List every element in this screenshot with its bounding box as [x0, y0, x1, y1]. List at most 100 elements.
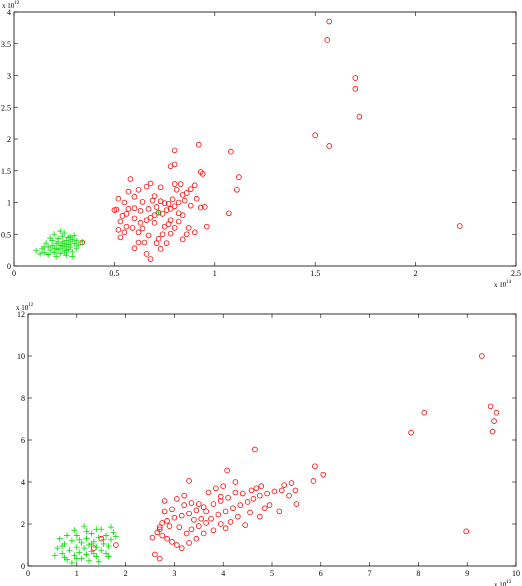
data-point-circle — [164, 518, 170, 524]
data-point-circle — [234, 187, 240, 193]
data-point-circle — [147, 256, 154, 262]
data-point-circle — [288, 480, 295, 486]
data-point-circle — [208, 515, 214, 522]
series-plus-markers — [51, 523, 119, 566]
data-point-circle — [236, 174, 242, 180]
data-point-circle — [276, 508, 283, 515]
data-point-plus — [59, 233, 66, 240]
data-point-circle — [352, 86, 359, 92]
x-tick-label: 0.5 — [109, 269, 119, 278]
x-tick-label: 9 — [465, 569, 469, 578]
data-point-circle — [156, 555, 163, 562]
data-point-circle — [174, 495, 180, 502]
data-point-circle — [123, 223, 130, 230]
data-point-plus — [83, 535, 90, 542]
data-point-circle — [117, 234, 124, 241]
data-point-plus — [105, 543, 112, 550]
data-point-plus — [41, 249, 48, 256]
x-tick-label: 4 — [221, 569, 225, 578]
data-point-circle — [252, 446, 258, 453]
data-point-circle — [491, 418, 497, 424]
data-point-circle — [135, 187, 142, 193]
data-point-circle — [143, 183, 150, 190]
y-tick-label: 3 — [7, 72, 11, 81]
data-point-circle — [220, 483, 227, 490]
data-point-circle — [230, 505, 236, 512]
data-point-plus — [76, 536, 83, 543]
data-point-circle — [225, 494, 231, 501]
data-point-circle — [153, 240, 160, 246]
y-tick-label: 8 — [21, 394, 25, 403]
data-point-circle — [196, 501, 202, 507]
data-point-circle — [178, 512, 185, 519]
data-point-circle — [154, 529, 161, 536]
data-point-plus — [67, 233, 74, 240]
data-point-circle — [155, 235, 162, 242]
data-point-plus — [45, 251, 52, 258]
data-point-plus — [73, 544, 80, 551]
x-tick-label: 6 — [319, 569, 323, 578]
data-point-plus — [71, 240, 78, 247]
data-point-circle — [141, 239, 148, 246]
data-point-circle — [463, 528, 470, 535]
data-point-plus — [95, 534, 102, 541]
data-point-circle — [171, 181, 178, 187]
data-point-plus — [88, 530, 95, 537]
data-point-plus — [59, 543, 66, 550]
data-point-circle — [121, 199, 128, 206]
data-point-circle — [127, 176, 134, 182]
data-point-circle — [193, 195, 200, 202]
data-point-circle — [167, 217, 174, 224]
data-point-plus — [64, 532, 71, 539]
data-point-circle — [200, 530, 207, 537]
data-point-circle — [139, 199, 146, 205]
data-point-plus — [76, 549, 83, 556]
data-point-circle — [244, 499, 251, 505]
data-point-circle — [169, 539, 175, 545]
data-point-circle — [157, 198, 164, 205]
data-point-circle — [210, 527, 217, 534]
data-point-circle — [171, 147, 178, 154]
y-tick-label: 0 — [21, 562, 25, 571]
data-point-circle — [135, 229, 142, 236]
data-point-plus — [63, 237, 70, 244]
data-point-circle — [131, 205, 138, 212]
x-tick-label: 5 — [270, 569, 274, 578]
data-point-plus — [83, 528, 90, 535]
data-point-circle — [164, 535, 170, 542]
data-point-plus — [66, 547, 73, 554]
data-point-circle — [196, 523, 202, 529]
data-point-circle — [278, 487, 285, 494]
data-point-circle — [261, 505, 268, 512]
data-point-circle — [242, 522, 248, 528]
data-point-circle — [247, 509, 253, 516]
data-point-circle — [115, 227, 122, 233]
plot-frame — [13, 11, 517, 267]
data-point-circle — [167, 206, 174, 212]
data-point-circle — [195, 141, 202, 148]
data-point-plus — [73, 245, 80, 252]
data-point-plus — [57, 250, 64, 257]
data-point-circle — [256, 492, 263, 499]
data-point-circle — [159, 231, 166, 238]
data-point-circle — [113, 542, 119, 548]
data-point-circle — [421, 409, 428, 416]
data-point-circle — [326, 18, 333, 25]
y-tick-label: 0 — [7, 262, 11, 271]
y-tick-label: 0.5 — [1, 230, 11, 239]
data-point-circle — [232, 489, 239, 496]
x-tick-label: 7 — [368, 569, 372, 578]
y-tick-label: 6 — [21, 436, 25, 445]
data-point-circle — [123, 211, 130, 217]
data-point-circle — [178, 545, 185, 551]
data-point-circle — [125, 206, 132, 212]
data-point-plus — [63, 247, 70, 254]
data-point-circle — [175, 210, 182, 217]
data-point-circle — [157, 184, 164, 191]
y-tick-label: 4 — [7, 8, 11, 17]
data-point-circle — [161, 498, 168, 504]
data-point-plus — [93, 526, 100, 533]
data-point-circle — [149, 197, 156, 204]
data-point-circle — [171, 225, 178, 231]
data-point-circle — [188, 500, 195, 506]
